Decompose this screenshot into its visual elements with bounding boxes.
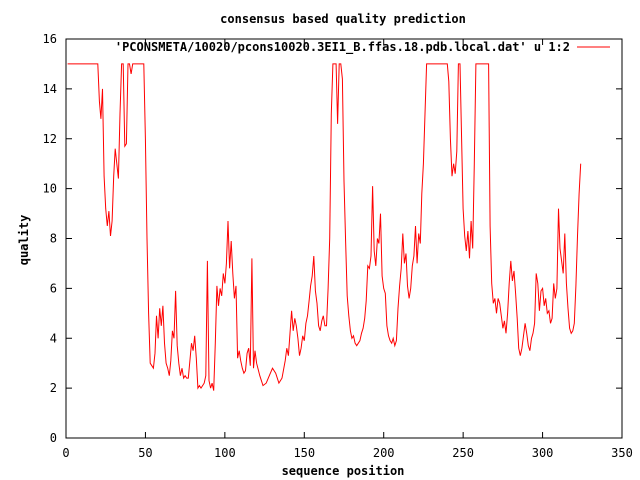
y-axis-label: quality [17, 215, 31, 266]
y-tick-label: 4 [50, 331, 57, 345]
x-tick-label: 0 [62, 446, 69, 460]
y-tick-label: 8 [50, 232, 57, 246]
y-tick-label: 14 [43, 82, 57, 96]
y-tick-label: 16 [43, 32, 57, 46]
x-tick-label: 150 [293, 446, 315, 460]
x-tick-label: 50 [138, 446, 152, 460]
y-tick-label: 12 [43, 132, 57, 146]
x-tick-label: 350 [611, 446, 633, 460]
legend-label: 'PCONSMETA/10020/pcons10020.3EI1_B.ffas.… [115, 40, 570, 55]
series-line-0 [67, 63, 582, 391]
y-tick-label: 10 [43, 182, 57, 196]
x-tick-label: 250 [452, 446, 474, 460]
x-axis-label: sequence position [282, 464, 405, 478]
axis-ticks: 0 50 100 150 200 250 300 350 0 2 4 6 8 10 12 14 16 [43, 32, 633, 460]
x-tick-label: 300 [532, 446, 554, 460]
legend: 'PCONSMETA/10020/pcons10020.3EI1_B.ffas.… [115, 40, 610, 55]
y-tick-label: 0 [50, 431, 57, 445]
y-tick-label: 2 [50, 381, 57, 395]
plot-frame [65, 38, 623, 439]
chart-title: consensus based quality prediction [220, 12, 466, 26]
y-tick-label: 6 [50, 281, 57, 295]
x-tick-label: 100 [214, 446, 236, 460]
x-tick-label: 200 [373, 446, 395, 460]
series-layer [67, 63, 582, 391]
